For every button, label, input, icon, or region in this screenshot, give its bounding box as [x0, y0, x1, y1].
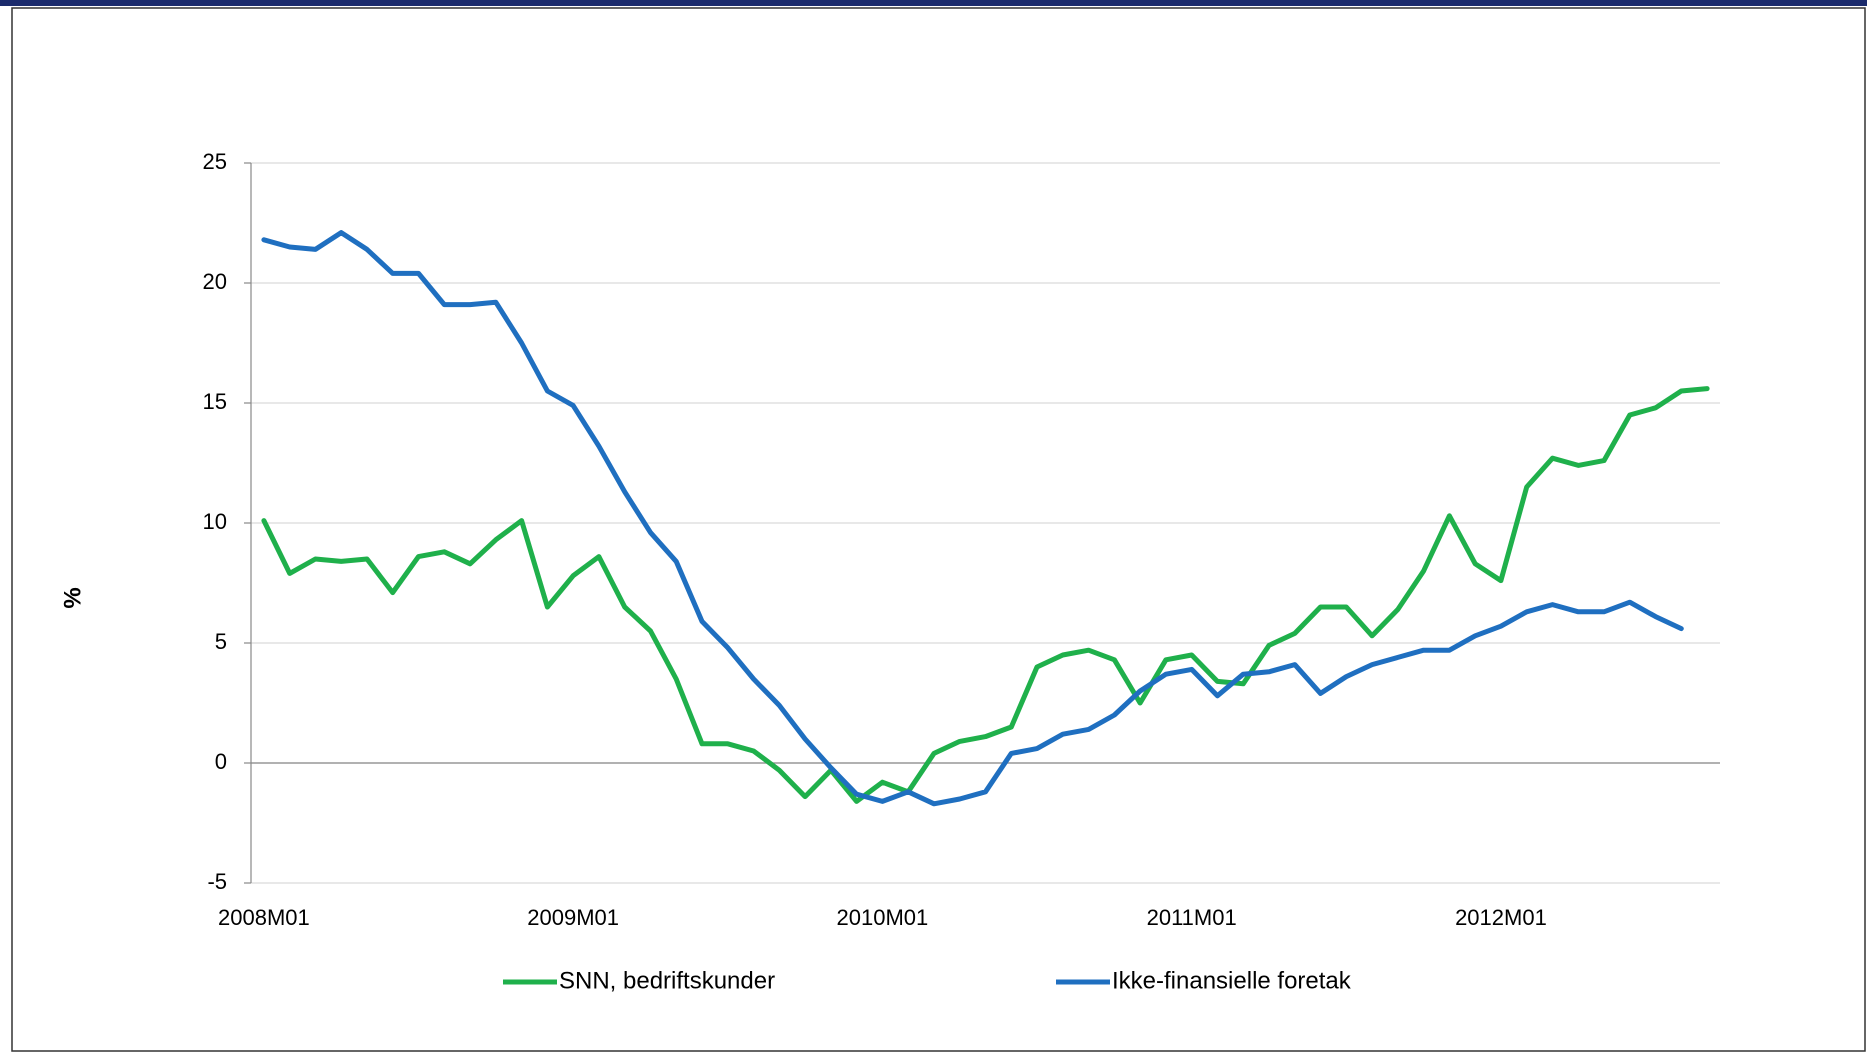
data-line [261, 230, 1684, 807]
x-tick-label: 2009M01 [527, 905, 619, 930]
x-tick-label: 2011M01 [1147, 905, 1237, 930]
x-tick-label: 2008M01 [218, 905, 310, 930]
y-tick-label: 0 [215, 749, 227, 774]
y-tick-label: 5 [215, 629, 227, 654]
y-tick-label: 25 [203, 149, 227, 174]
y-axis-label: % [59, 587, 86, 608]
legend-label: Ikke-finansielle foretak [1112, 967, 1352, 994]
legend-label: SNN, bedriftskunder [559, 967, 775, 994]
x-tick-label: 2010M01 [837, 905, 929, 930]
data-line [261, 386, 1710, 804]
y-tick-label: 10 [203, 509, 227, 534]
y-tick-label: 20 [203, 269, 227, 294]
y-tick-label: -5 [207, 869, 227, 894]
x-tick-label: 2012M01 [1455, 905, 1547, 930]
y-tick-label: 15 [203, 389, 227, 414]
frame [11, 7, 1866, 1052]
top-bar [0, 0, 1867, 6]
